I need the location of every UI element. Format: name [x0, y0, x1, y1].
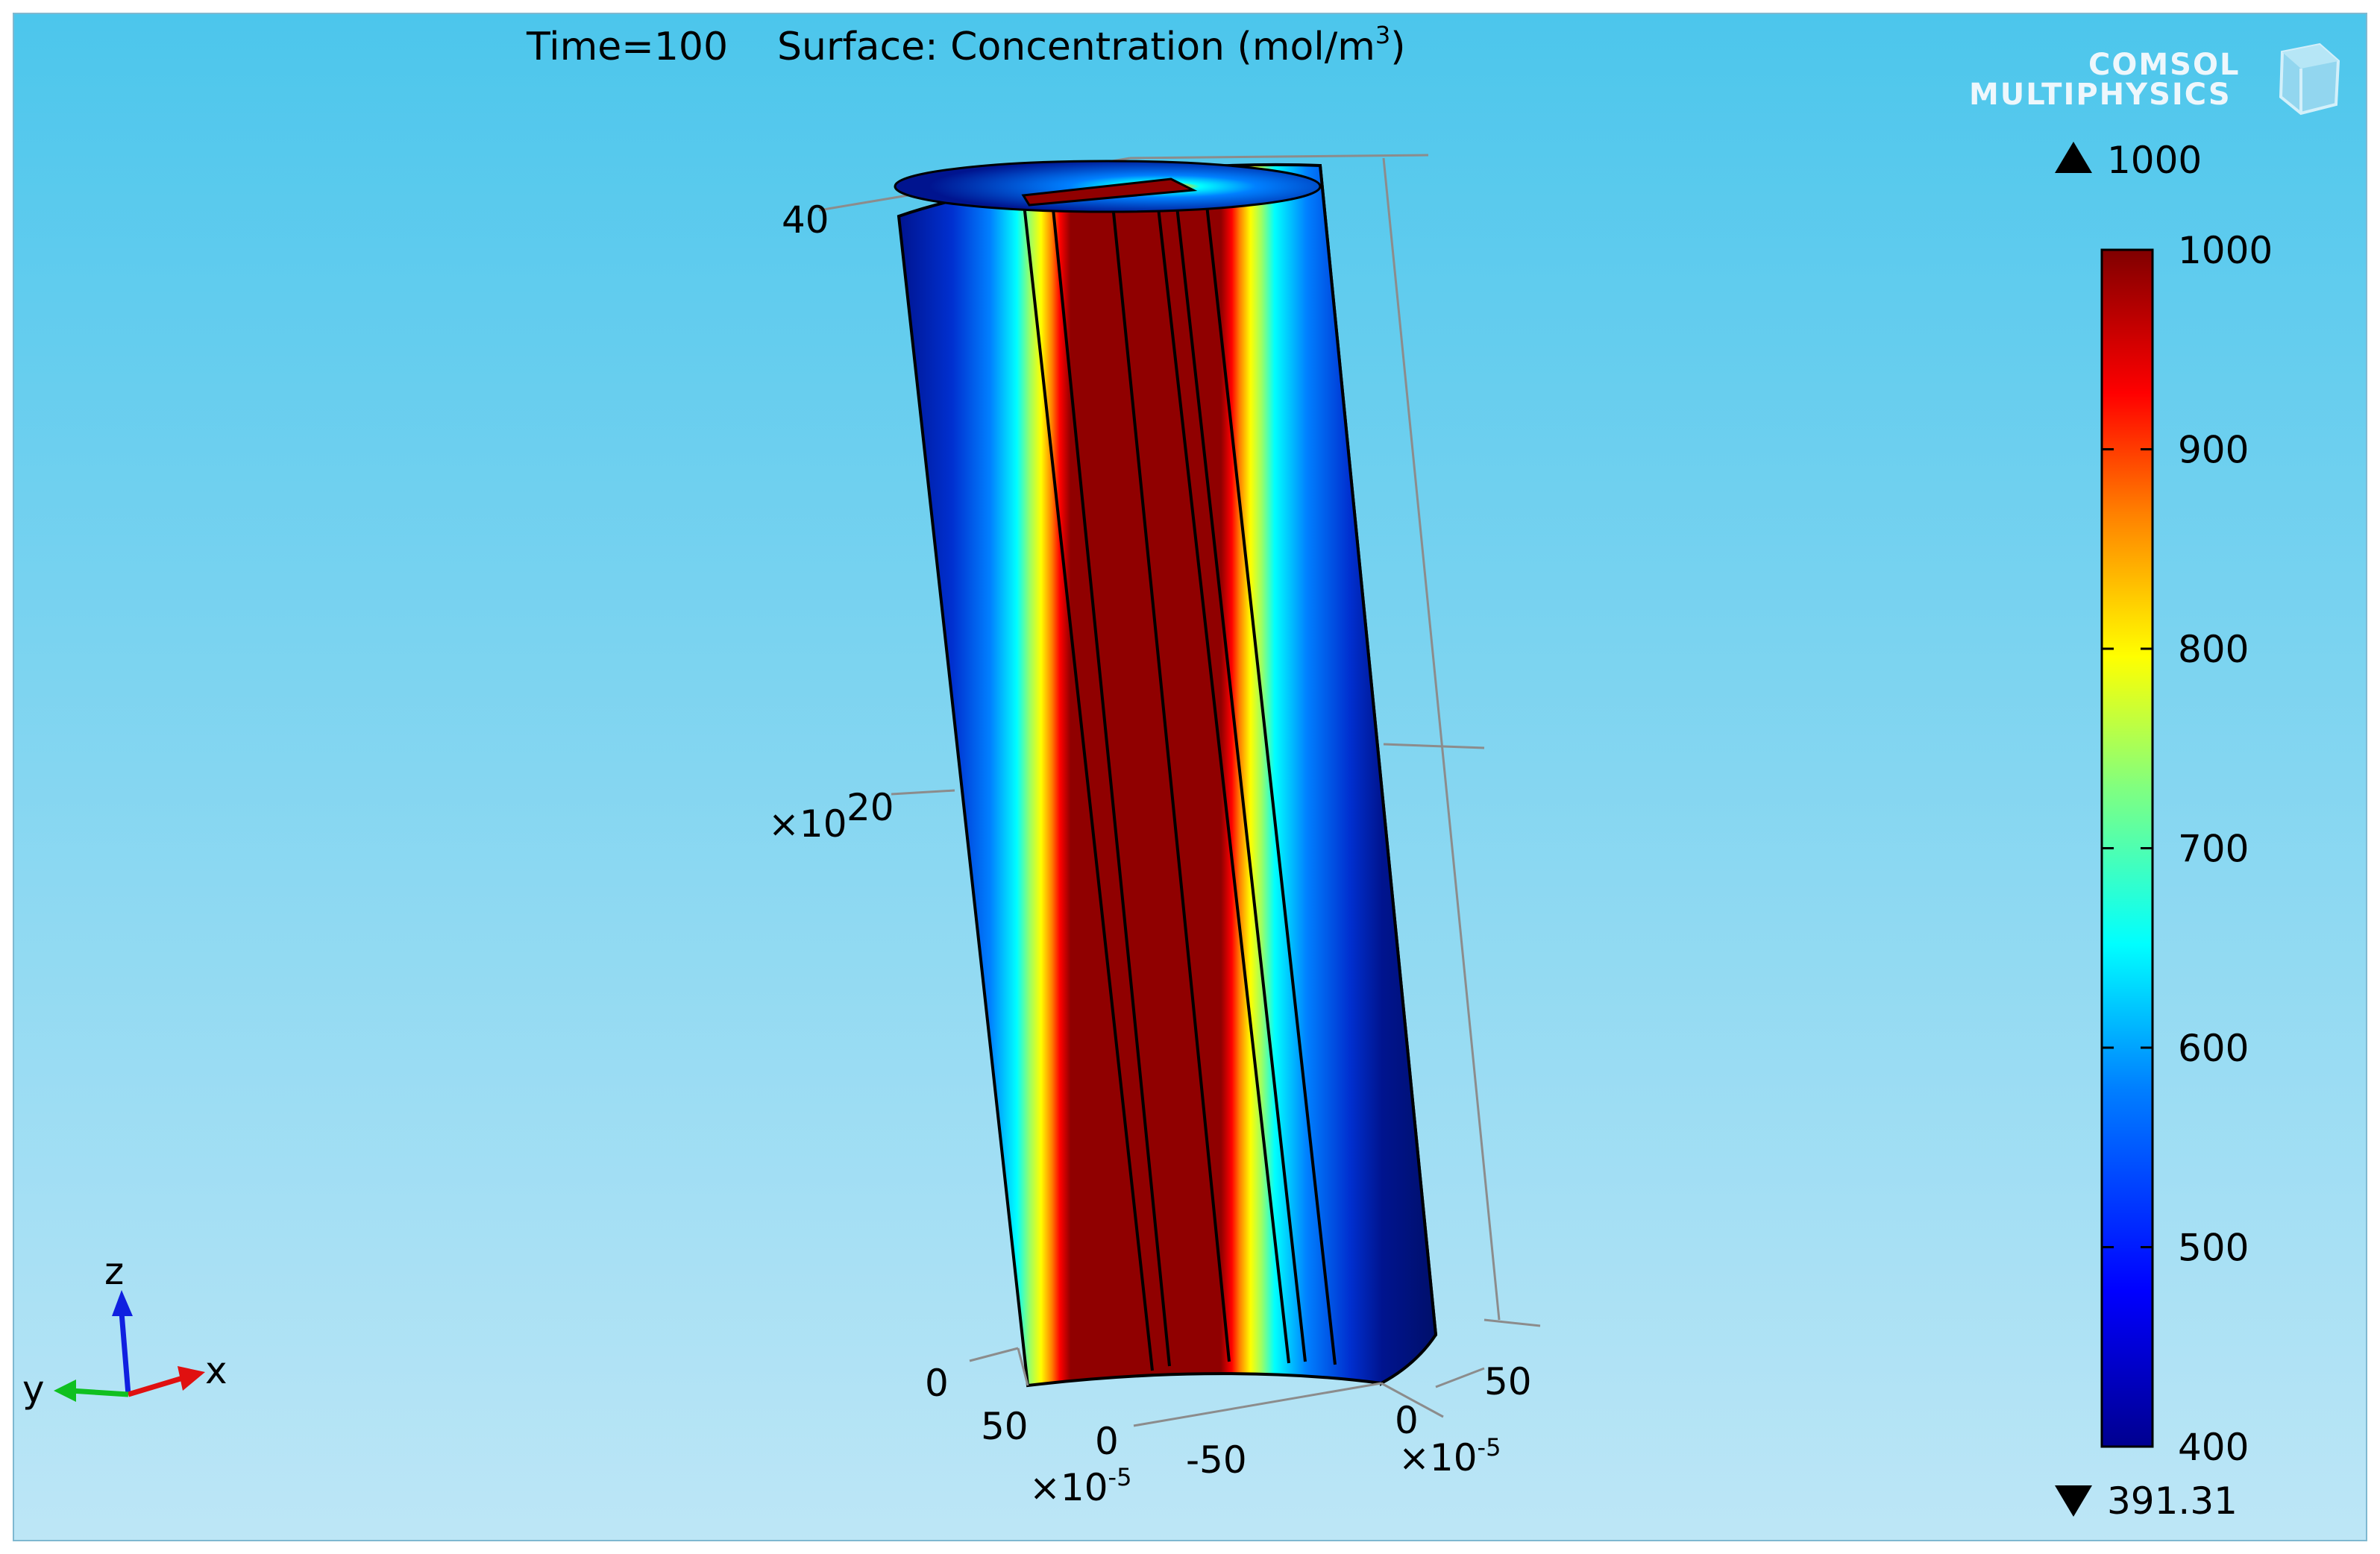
colorbar-tick-label: 900 — [2178, 429, 2249, 472]
colorbar-tick-label: 1000 — [2178, 229, 2273, 272]
z-tick-multiplier: ×10 — [768, 802, 847, 846]
comsol-logo: COMSOL MULTIPHYSICS — [1969, 43, 2340, 116]
y-tick-50: 50 — [981, 1405, 1029, 1448]
triad-x-label: x — [205, 1349, 227, 1392]
triad-x-arrow-icon — [178, 1366, 205, 1391]
y-tick-neg50: -50 — [1186, 1438, 1247, 1482]
colorbar-tick-label: 500 — [2178, 1227, 2249, 1270]
colorbar-tick-label: 800 — [2178, 628, 2249, 671]
triad-x-axis — [127, 1375, 184, 1397]
x-tick-0: 0 — [1395, 1399, 1419, 1442]
colorbar-tick-label: 400 — [2178, 1426, 2249, 1469]
title-time: Time=100 — [526, 25, 728, 69]
y-tick-0: 0 — [1095, 1420, 1119, 1463]
colorbar-max-marker-icon — [2055, 142, 2092, 173]
logo-line2: MULTIPHYSICS — [1969, 78, 2232, 112]
triad-z-axis — [119, 1312, 131, 1395]
y-multiplier: ×10-5 — [1029, 1463, 1131, 1509]
frame-border — [13, 13, 2367, 1541]
triad-y-arrow-icon — [54, 1380, 76, 1402]
x-multiplier: ×10-5 — [1398, 1433, 1501, 1479]
colorbar: 1000 1000 900 800 700 600 500 400 391.31 — [2055, 139, 2273, 1523]
colorbar-tick-label: 700 — [2178, 828, 2249, 871]
triad-y-label: y — [22, 1368, 45, 1411]
colorbar-tick-label: 600 — [2178, 1027, 2249, 1070]
axis-box-front — [969, 1347, 1485, 1427]
slice-lines — [1022, 184, 1337, 1371]
z-tick-20: 20 — [847, 786, 894, 829]
colorbar-min-value: 391.31 — [2107, 1479, 2238, 1523]
colorbar-min-marker-icon — [2055, 1485, 2092, 1517]
triad-y-axis — [70, 1388, 129, 1397]
colorbar-ticks: 1000 900 800 700 600 500 400 — [2102, 229, 2273, 1469]
z-tick-40: 40 — [782, 198, 829, 242]
logo-cube-icon — [2279, 43, 2340, 116]
z-tick-0: 0 — [925, 1362, 949, 1405]
logo-line1: COMSOL — [2088, 48, 2240, 82]
triad-z-arrow-icon — [112, 1290, 133, 1316]
title-surface: Surface: Concentration (mol/m3) — [777, 21, 1406, 69]
colorbar-max-value: 1000 — [2107, 139, 2202, 182]
x-tick-50: 50 — [1484, 1360, 1532, 1403]
triad-z-label: z — [104, 1250, 124, 1293]
cap-cutout — [1021, 177, 1198, 207]
axis-triad: z x y — [22, 1250, 227, 1411]
